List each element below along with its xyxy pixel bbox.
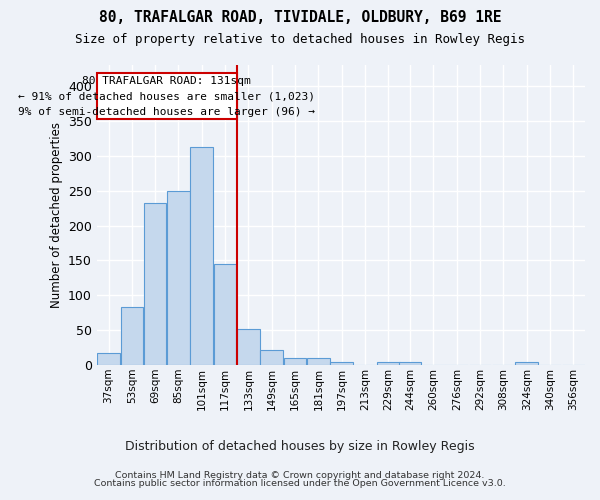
Text: 9% of semi-detached houses are larger (96) →: 9% of semi-detached houses are larger (9… — [19, 107, 316, 117]
Bar — [190, 148, 213, 365]
Text: 80 TRAFALGAR ROAD: 131sqm: 80 TRAFALGAR ROAD: 131sqm — [82, 76, 251, 86]
Bar — [97, 352, 120, 365]
Y-axis label: Number of detached properties: Number of detached properties — [50, 122, 62, 308]
Bar — [214, 264, 236, 365]
Bar — [515, 362, 538, 365]
Bar — [284, 358, 307, 365]
Bar — [399, 362, 421, 365]
Text: 80, TRAFALGAR ROAD, TIVIDALE, OLDBURY, B69 1RE: 80, TRAFALGAR ROAD, TIVIDALE, OLDBURY, B… — [99, 10, 501, 25]
Text: Contains public sector information licensed under the Open Government Licence v3: Contains public sector information licen… — [94, 478, 506, 488]
Text: Size of property relative to detached houses in Rowley Regis: Size of property relative to detached ho… — [75, 32, 525, 46]
Text: Distribution of detached houses by size in Rowley Regis: Distribution of detached houses by size … — [125, 440, 475, 453]
Bar — [167, 190, 190, 365]
FancyBboxPatch shape — [97, 74, 237, 120]
Text: Contains HM Land Registry data © Crown copyright and database right 2024.: Contains HM Land Registry data © Crown c… — [115, 471, 485, 480]
Text: ← 91% of detached houses are smaller (1,023): ← 91% of detached houses are smaller (1,… — [19, 92, 316, 102]
Bar — [237, 329, 260, 365]
Bar — [121, 307, 143, 365]
Bar — [307, 358, 329, 365]
Bar — [377, 362, 400, 365]
Bar — [331, 362, 353, 365]
Bar — [260, 350, 283, 365]
Bar — [144, 203, 166, 365]
